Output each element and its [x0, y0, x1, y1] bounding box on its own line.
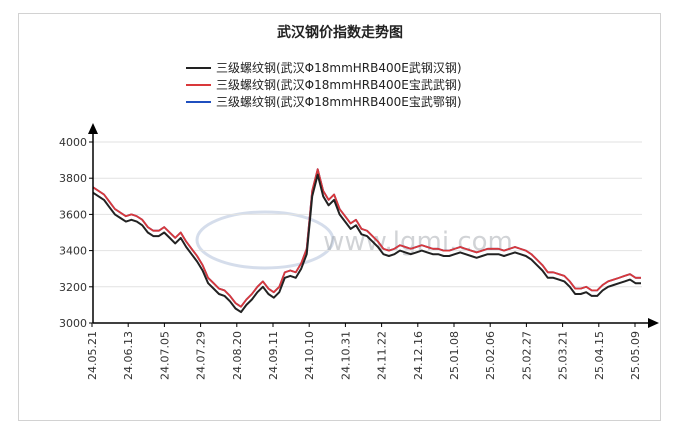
x-axis-arrow [648, 318, 659, 328]
x-tick-label: 25.05.09 [629, 331, 642, 380]
y-tick-label: 3200 [59, 281, 87, 294]
legend-label-0: 三级螺纹钢(武汉Φ18mmHRB400E武钢汉钢) [216, 61, 462, 75]
x-tick-label: 25.02.06 [484, 331, 497, 380]
chart-title: 武汉钢价指数走势图 [277, 24, 403, 41]
chart-frame [18, 13, 661, 421]
x-axis-ticks: 24.05.21 24.06.13 24.07.05 24.07.29 24.08.20… [86, 323, 642, 380]
legend-label-2: 三级螺纹钢(武汉Φ18mmHRB400E宝武鄂钢) [216, 95, 462, 109]
x-tick-label: 24.10.10 [303, 331, 316, 380]
watermark-logo [195, 210, 335, 270]
series-line-1 [92, 168, 641, 308]
legend-label-1: 三级螺纹钢(武汉Φ18mmHRB400E宝武武钢) [216, 78, 462, 92]
series-lines [92, 168, 641, 314]
x-tick-label: 24.05.21 [86, 331, 99, 380]
x-tick-label: 25.02.27 [520, 331, 533, 380]
x-tick-label: 24.08.20 [231, 331, 244, 380]
y-tick-label: 3000 [59, 317, 87, 330]
x-tick-label: 24.10.31 [339, 331, 352, 380]
x-tick-label: 24.07.29 [195, 331, 208, 380]
x-tick-label: 24.11.22 [376, 331, 389, 380]
axes [88, 123, 659, 328]
watermark: www.lgmi.com [195, 210, 513, 270]
x-tick-label: 24.09.11 [267, 331, 280, 380]
x-tick-label: 24.07.05 [158, 331, 171, 380]
gridlines [93, 141, 642, 288]
series-line-0 [92, 173, 641, 314]
y-tick-label: 3800 [59, 172, 87, 185]
y-axis-ticks: 3000 3200 3400 3600 3800 4000 [59, 136, 93, 330]
x-tick-label: 25.03.21 [557, 331, 570, 380]
x-tick-label: 24.12.16 [412, 331, 425, 380]
y-tick-label: 4000 [59, 136, 87, 149]
y-tick-label: 3600 [59, 208, 87, 221]
x-tick-label: 25.01.08 [448, 331, 461, 380]
x-tick-label: 24.06.13 [122, 331, 135, 380]
legend: 三级螺纹钢(武汉Φ18mmHRB400E武钢汉钢) 三级螺纹钢(武汉Φ18mmH… [186, 61, 462, 109]
y-axis-arrow [88, 123, 98, 134]
x-tick-label: 25.04.15 [593, 331, 606, 380]
y-tick-label: 3400 [59, 245, 87, 258]
